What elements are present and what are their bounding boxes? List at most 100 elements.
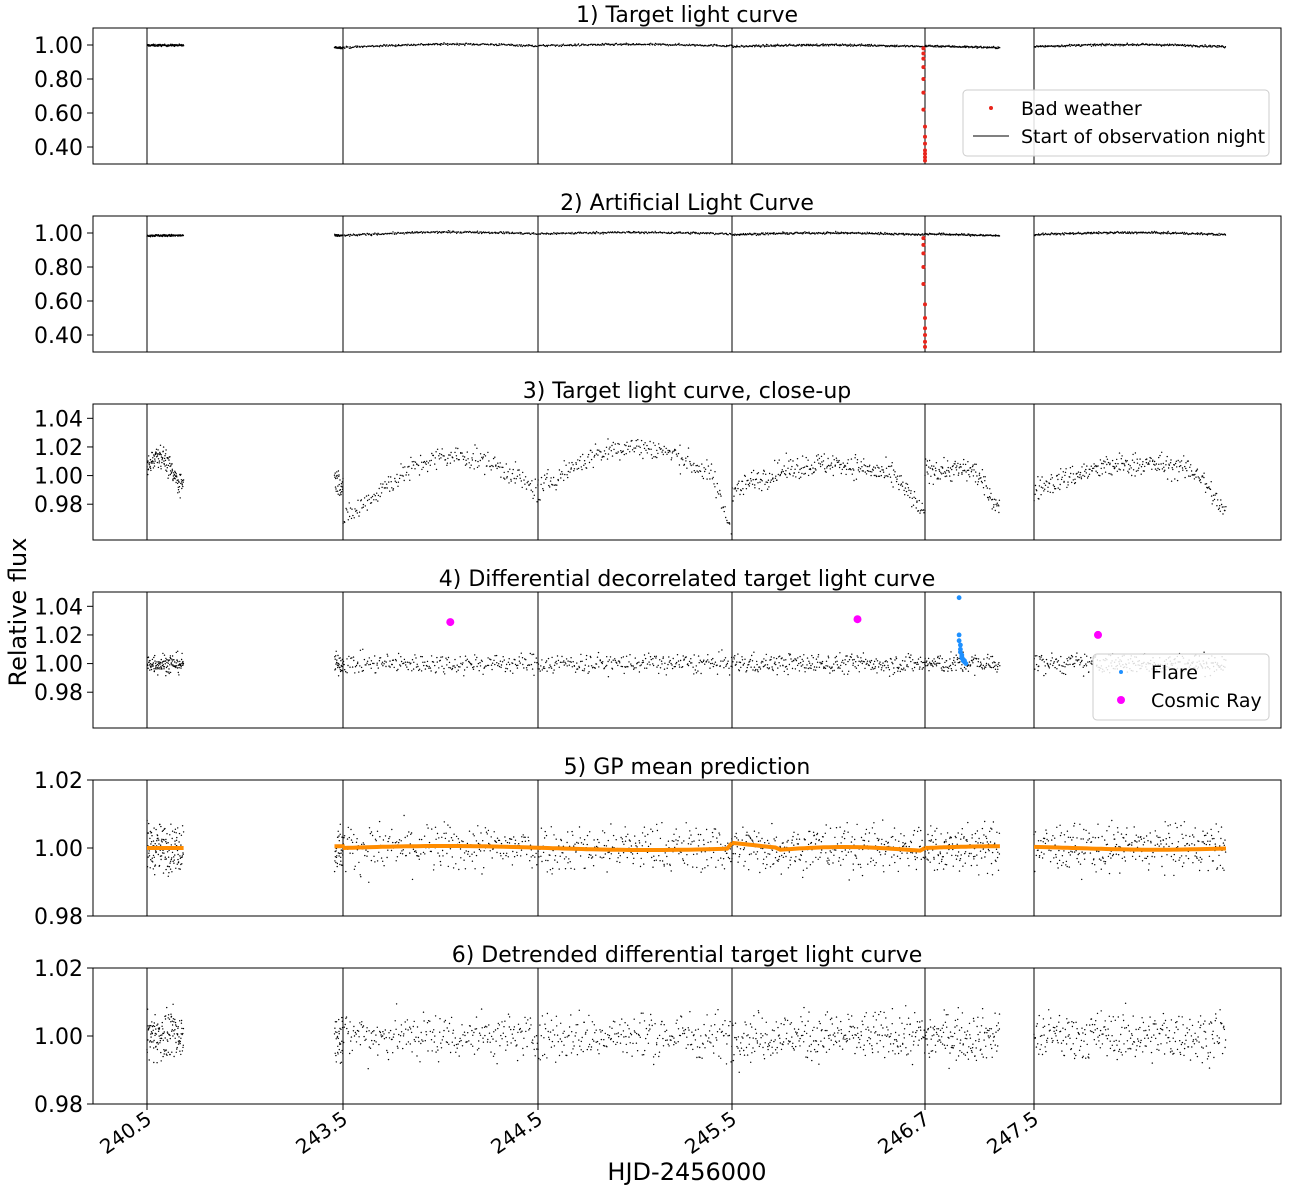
data-point: [679, 473, 682, 475]
data-point: [163, 457, 166, 460]
data-point: [836, 664, 839, 666]
data-point: [350, 517, 353, 520]
data-point: [963, 233, 966, 235]
data-point: [771, 473, 773, 476]
data-point: [367, 232, 369, 235]
data-point: [993, 504, 995, 506]
data-point: [902, 481, 904, 483]
data-point: [479, 665, 482, 667]
data-point: [904, 487, 907, 489]
data-point: [723, 510, 725, 513]
data-point: [590, 232, 592, 234]
data-point: [895, 45, 897, 48]
data-point: [944, 472, 947, 474]
data-point: [728, 667, 730, 669]
data-point: [598, 449, 600, 451]
data-point: [527, 664, 529, 667]
data-point: [553, 484, 555, 486]
data-point: [520, 44, 523, 46]
data-point: [890, 465, 893, 467]
data-point: [370, 497, 372, 499]
data-point: [1129, 465, 1131, 467]
data-point: [585, 654, 588, 657]
data-point: [1152, 231, 1155, 234]
data-point: [757, 482, 759, 484]
data-point: [378, 233, 380, 235]
data-point: [1060, 468, 1062, 470]
data-point: [381, 661, 384, 663]
data-point: [1080, 45, 1082, 47]
data-point: [659, 659, 661, 661]
data-point: [411, 467, 413, 470]
data-point: [149, 659, 151, 662]
data-point: [174, 470, 176, 472]
data-point: [688, 44, 690, 47]
data-point: [1082, 474, 1084, 477]
data-point: [617, 451, 619, 453]
data-point: [418, 474, 421, 476]
data-point: [420, 655, 422, 658]
data-point: [831, 466, 834, 468]
data-point: [508, 658, 510, 660]
data-point: [344, 669, 346, 671]
data-point: [357, 499, 359, 501]
data-point: [386, 487, 388, 489]
data-point: [629, 451, 631, 453]
data-point: [503, 659, 505, 661]
data-point: [389, 666, 391, 668]
data-point: [633, 447, 635, 449]
data-point: [470, 231, 473, 234]
data-point: [583, 670, 585, 672]
data-point: [1218, 507, 1221, 509]
data-point: [576, 468, 578, 470]
data-point: [177, 671, 179, 674]
data-point: [781, 233, 783, 235]
data-point: [590, 43, 592, 46]
data-point: [768, 486, 770, 488]
data-point: [564, 473, 566, 476]
data-point: [164, 660, 167, 662]
data-point: [767, 234, 769, 236]
data-point: [863, 464, 865, 466]
data-point: [892, 44, 894, 47]
data-point: [594, 454, 596, 457]
data-point: [450, 43, 452, 45]
data-point: [532, 232, 535, 234]
data-point: [173, 472, 175, 474]
data-point: [333, 474, 336, 476]
panel-title: 4) Differential decorrelated target ligh…: [439, 567, 935, 592]
data-point: [487, 664, 490, 667]
data-point: [849, 43, 851, 45]
data-point: [509, 44, 511, 46]
data-point: [157, 668, 159, 670]
data-point: [663, 668, 666, 670]
data-point: [1165, 460, 1167, 462]
data-point: [1110, 473, 1112, 475]
data-point: [1107, 461, 1110, 464]
data-point: [1075, 45, 1077, 47]
data-point: [472, 666, 474, 669]
data-point: [737, 46, 739, 48]
data-point: [336, 490, 339, 492]
plot-frame: [92, 591, 1282, 729]
data-point: [1208, 486, 1210, 488]
data-point: [686, 467, 688, 469]
data-point: [708, 472, 710, 474]
data-point: [857, 664, 859, 667]
data-point: [351, 666, 354, 668]
data-point: [1077, 231, 1080, 233]
data-point: [153, 465, 156, 467]
data-point: [479, 231, 481, 233]
data-point: [954, 460, 956, 463]
panel-title: 3) Target light curve, close-up: [523, 379, 852, 404]
data-point: [839, 652, 841, 654]
data-point: [1184, 45, 1187, 47]
data-point: [551, 484, 554, 486]
data-point: [1149, 456, 1151, 459]
data-point: [1120, 458, 1123, 460]
data-point: [403, 662, 405, 664]
data-point: [605, 446, 608, 448]
data-point: [852, 662, 854, 664]
data-point: [850, 469, 852, 471]
data-point: [820, 43, 823, 46]
